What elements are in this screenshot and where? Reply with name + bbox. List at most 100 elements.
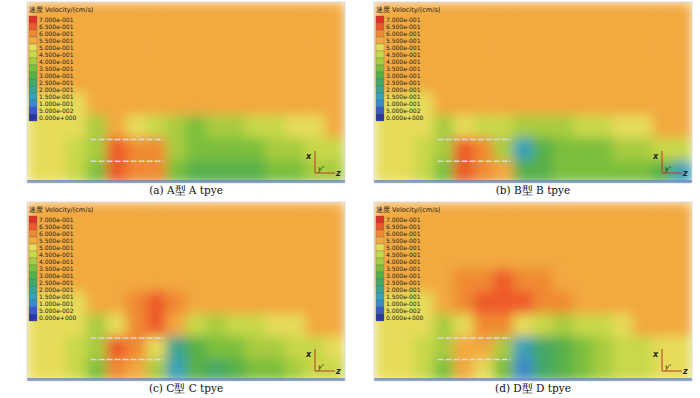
cell — [186, 2, 206, 25]
cell — [246, 115, 266, 138]
cell — [473, 359, 493, 381]
cell — [107, 2, 127, 25]
cell — [226, 314, 246, 337]
cell — [573, 247, 593, 270]
cell — [672, 25, 692, 48]
cell — [285, 292, 305, 315]
cell — [434, 314, 454, 337]
field — [374, 2, 692, 183]
cell — [166, 93, 186, 116]
cell — [325, 224, 345, 247]
cell — [513, 247, 533, 270]
cell — [246, 224, 266, 247]
cell — [266, 2, 286, 25]
cell — [285, 93, 305, 116]
colorbar-swatch — [29, 79, 37, 86]
cell — [473, 247, 493, 270]
cell — [266, 115, 286, 138]
cell — [553, 47, 573, 70]
cell — [285, 47, 305, 70]
cell — [454, 292, 474, 315]
cell — [206, 202, 226, 225]
cell — [672, 115, 692, 138]
cell — [593, 70, 613, 93]
cell — [266, 93, 286, 116]
cell — [305, 224, 325, 247]
cell — [126, 160, 146, 183]
cell — [186, 269, 206, 292]
colorbar-label: 5.000e-001 — [386, 44, 421, 51]
cell — [325, 115, 345, 138]
colorbar-swatch — [376, 307, 384, 314]
colorbar-swatch — [29, 37, 37, 44]
cell — [454, 2, 474, 25]
cell — [652, 47, 672, 70]
colorbar-label: 5.500e-001 — [39, 37, 74, 44]
cell — [473, 202, 493, 225]
cell — [325, 93, 345, 116]
cell — [573, 115, 593, 138]
colorbar-label: 5.000e-002 — [39, 107, 74, 114]
cell — [107, 314, 127, 337]
cell — [374, 336, 394, 359]
cell — [573, 138, 593, 161]
cell — [652, 314, 672, 337]
cell — [246, 202, 266, 225]
cell — [87, 138, 107, 161]
cell — [206, 160, 226, 183]
colorbar-swatch — [376, 86, 384, 93]
triad-label: z — [682, 169, 688, 178]
cell — [27, 160, 47, 183]
cell — [186, 359, 206, 381]
cell — [146, 2, 166, 25]
cell — [573, 2, 593, 25]
cell — [493, 115, 513, 138]
cell — [652, 247, 672, 270]
cell — [533, 314, 553, 337]
colorbar-label: 2.000e-001 — [386, 286, 421, 293]
cell — [672, 138, 692, 161]
colorbar-label: 5.000e-001 — [386, 244, 421, 251]
colorbar-label: 7.000e-001 — [386, 16, 421, 23]
structure-row — [91, 160, 164, 162]
frame — [27, 202, 345, 381]
cell — [226, 25, 246, 48]
cell — [434, 247, 454, 270]
cell — [305, 47, 325, 70]
cell — [87, 93, 107, 116]
cell — [573, 292, 593, 315]
colorbar-label: 5.000e-002 — [386, 307, 421, 314]
cell — [513, 292, 533, 315]
cell — [67, 160, 87, 183]
cell — [513, 25, 533, 48]
structure-row — [438, 359, 511, 361]
colorbar-label: 3.500e-001 — [39, 265, 74, 272]
field — [27, 202, 345, 381]
cell — [553, 70, 573, 93]
cell — [513, 47, 533, 70]
cell — [206, 247, 226, 270]
colorbar-label: 4.000e-001 — [386, 258, 421, 265]
cell — [613, 115, 633, 138]
cell — [613, 292, 633, 315]
bed — [374, 180, 692, 183]
cell — [166, 138, 186, 161]
cell — [226, 47, 246, 70]
cell — [285, 314, 305, 337]
cell — [553, 138, 573, 161]
triad-label: y' — [317, 363, 324, 371]
colorbar-label: 0.000e+000 — [386, 314, 424, 321]
cell — [632, 138, 652, 161]
cell — [206, 47, 226, 70]
cell — [513, 224, 533, 247]
cell — [672, 202, 692, 225]
cell — [87, 314, 107, 337]
colorbar-swatch — [29, 58, 37, 65]
cell — [285, 202, 305, 225]
colorbar-label: 1.000e-001 — [39, 100, 74, 107]
colorbar-swatch — [376, 107, 384, 114]
cell — [672, 247, 692, 270]
cell — [305, 115, 325, 138]
cell — [553, 25, 573, 48]
cell — [513, 2, 533, 25]
